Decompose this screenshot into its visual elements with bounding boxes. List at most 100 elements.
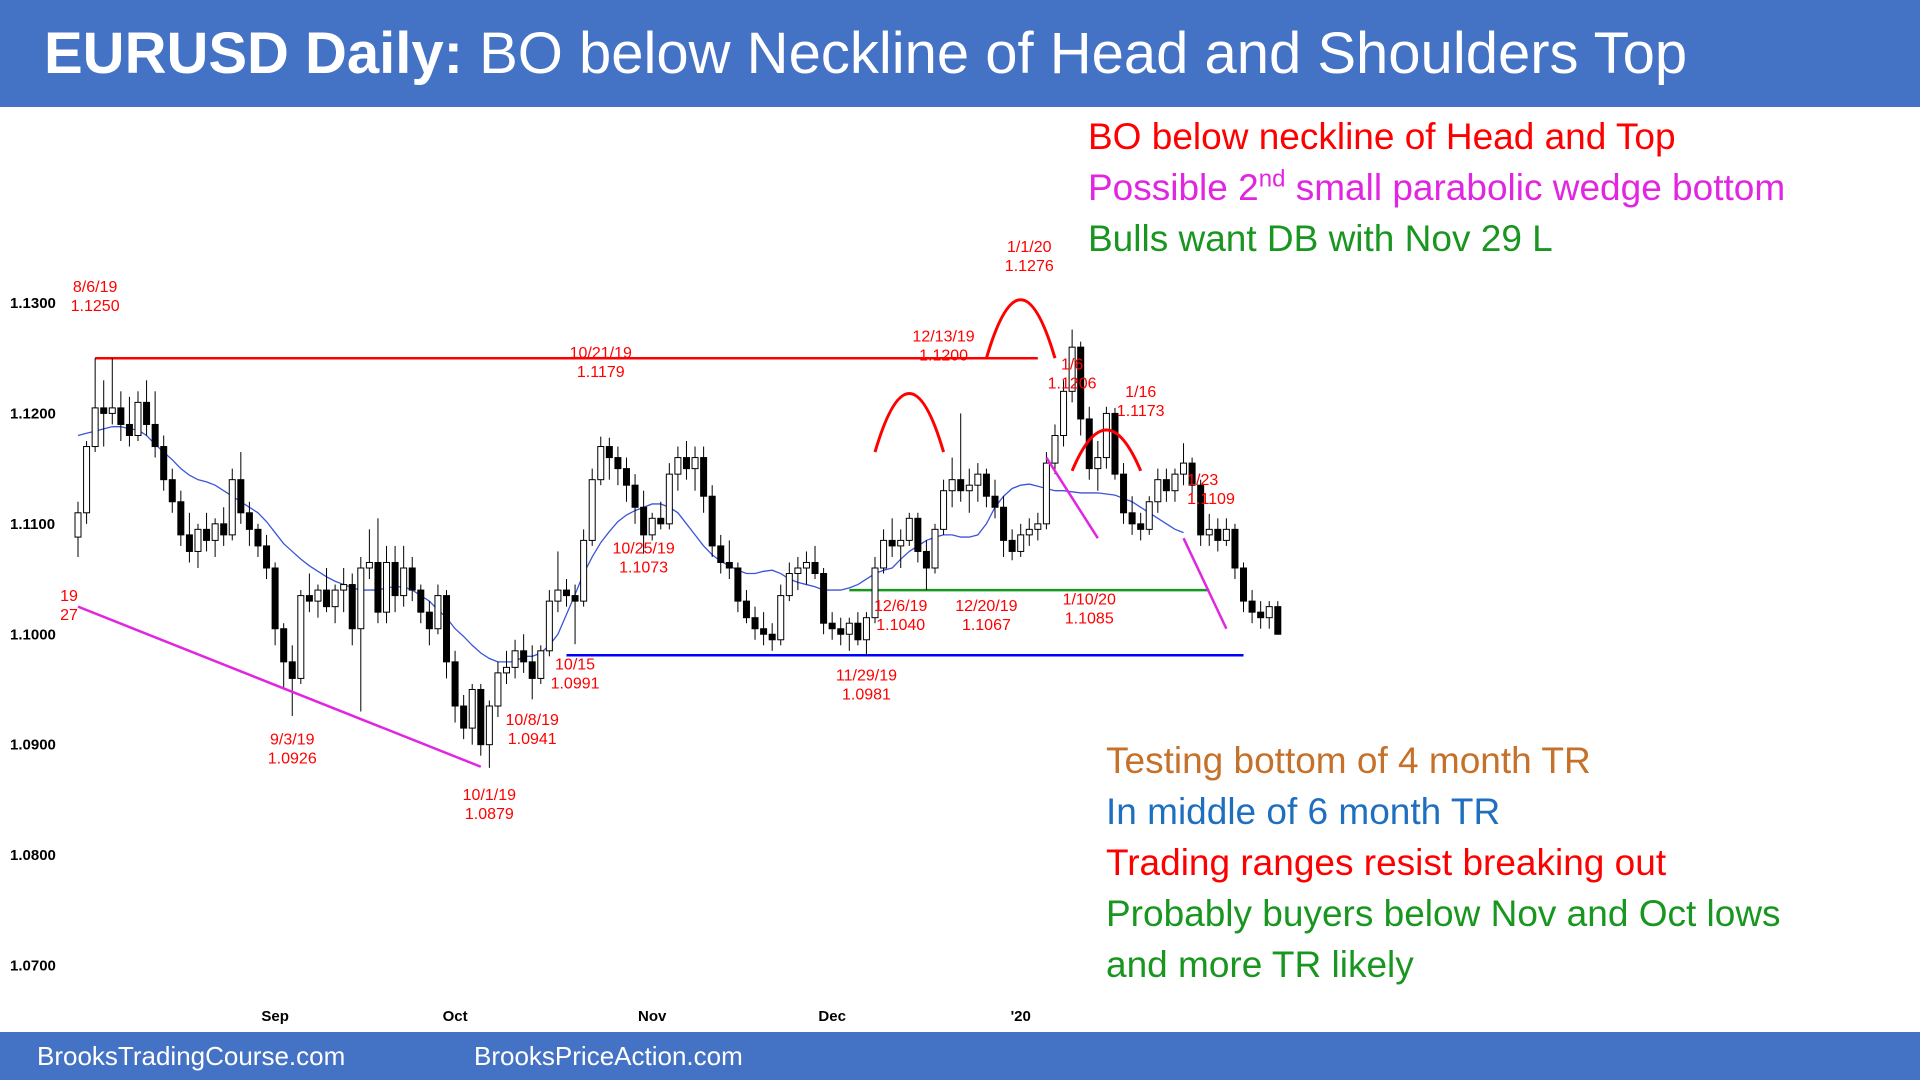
- candle: [271, 562, 279, 646]
- candle-body: [1137, 523, 1145, 530]
- candle-body: [520, 650, 528, 663]
- price-label-line: 1/23: [1187, 472, 1218, 489]
- price-label-line: 1.1206: [1048, 375, 1097, 392]
- candle-body: [245, 512, 253, 530]
- candle: [1231, 523, 1239, 580]
- candle-body: [1145, 501, 1153, 530]
- candle-body: [365, 561, 373, 569]
- candle: [494, 661, 502, 718]
- x-tick-label: '20: [1011, 1008, 1031, 1025]
- candle: [297, 590, 305, 684]
- candle: [640, 490, 648, 554]
- candle-body: [700, 457, 708, 497]
- candle: [220, 507, 228, 546]
- note-breakout: BO below neckline of Head and Top: [1088, 116, 1676, 157]
- x-tick-label: Nov: [638, 1008, 667, 1025]
- candle: [657, 501, 665, 530]
- candle: [1180, 443, 1188, 486]
- price-label-line: 1.1067: [962, 617, 1011, 634]
- price-label: 9/3/19 1.0926: [268, 732, 317, 768]
- candle-body: [562, 589, 570, 597]
- candle-body: [417, 589, 425, 613]
- candle-body: [545, 600, 553, 652]
- bottom-notes: Testing bottom of 4 month TR In middle o…: [1106, 735, 1781, 990]
- candle: [965, 468, 973, 513]
- candle-body: [571, 595, 579, 602]
- note-buyers-below: Probably buyers below Nov and Oct lows: [1106, 893, 1781, 934]
- candle: [1008, 529, 1016, 561]
- candle-body: [717, 545, 725, 563]
- candle-body: [1265, 606, 1273, 619]
- price-label-line: 10/8/19: [506, 712, 559, 729]
- candle-body: [297, 595, 305, 679]
- wedge-lines: [77, 456, 1228, 768]
- candle-body: [691, 457, 699, 470]
- candle-body: [665, 473, 673, 525]
- candle-body: [742, 600, 750, 619]
- candle-body: [588, 479, 596, 541]
- candle-body: [160, 446, 168, 481]
- price-label: 12/13/19 1.1200: [912, 329, 974, 365]
- note-wedge-before: Possible 2: [1088, 167, 1259, 208]
- candle: [74, 501, 82, 557]
- candle-body: [74, 512, 82, 538]
- candle-body: [1274, 606, 1282, 635]
- title-bar: EURUSD Daily: BO below Neckline of Head …: [0, 0, 1920, 107]
- candle: [323, 568, 331, 613]
- candle: [1077, 341, 1085, 436]
- note-wedge-sup: nd: [1258, 165, 1286, 193]
- price-label-line: 1.1250: [71, 298, 120, 315]
- price-label: 10/25/19 1.1073: [612, 541, 674, 577]
- note-wedge-after: small parabolic wedge bottom: [1285, 167, 1786, 208]
- candle-body: [168, 479, 176, 503]
- candle: [631, 474, 639, 524]
- candles: [74, 329, 1282, 768]
- candle: [1051, 424, 1059, 475]
- candle: [374, 518, 382, 624]
- price-label: 10/8/19 1.0941: [506, 712, 559, 748]
- candle-body: [880, 539, 888, 569]
- candle: [982, 468, 990, 508]
- candle-body: [614, 457, 622, 470]
- note-double-bottom: Bulls want DB with Nov 29 L: [1088, 218, 1553, 259]
- footer-link-price-action[interactable]: BrooksPriceAction.com: [474, 1041, 743, 1071]
- candle: [1034, 512, 1042, 541]
- candle: [1274, 601, 1282, 635]
- footer-link-trading-course[interactable]: BrooksTradingCourse.com: [37, 1041, 346, 1071]
- price-label: 1/10/20 1.1085: [1063, 591, 1116, 627]
- candle-body: [828, 622, 836, 630]
- candle: [1240, 562, 1248, 613]
- candle-body: [957, 479, 965, 492]
- candle-body: [597, 446, 605, 481]
- candle-body: [708, 495, 716, 547]
- candle: [520, 634, 528, 673]
- candle: [185, 512, 193, 563]
- candle: [1197, 479, 1205, 546]
- x-tick-label: Oct: [443, 1008, 468, 1025]
- candle: [554, 551, 562, 613]
- candle: [725, 540, 733, 580]
- candle: [331, 584, 339, 624]
- candle-body: [811, 561, 819, 575]
- candle: [871, 556, 879, 624]
- candle-body: [211, 523, 219, 541]
- wedge-line: [1182, 537, 1228, 630]
- price-label-line: 10/25/19: [612, 541, 674, 558]
- candle-body: [1068, 346, 1076, 392]
- candle: [125, 396, 133, 447]
- candle-body: [391, 561, 399, 597]
- candle-body: [948, 479, 956, 492]
- price-label: 1/16 1.1173: [1117, 384, 1165, 420]
- candle: [91, 358, 99, 453]
- candle-body: [914, 517, 922, 552]
- candle: [811, 545, 819, 580]
- candle-body: [1214, 528, 1222, 541]
- shoulder-arc: [873, 392, 946, 453]
- candle: [417, 584, 425, 624]
- candle: [940, 479, 948, 535]
- candle-body: [83, 446, 91, 514]
- candle-body: [1162, 479, 1170, 492]
- candle-body: [991, 495, 999, 508]
- candle: [365, 529, 373, 580]
- candle-body: [374, 561, 382, 613]
